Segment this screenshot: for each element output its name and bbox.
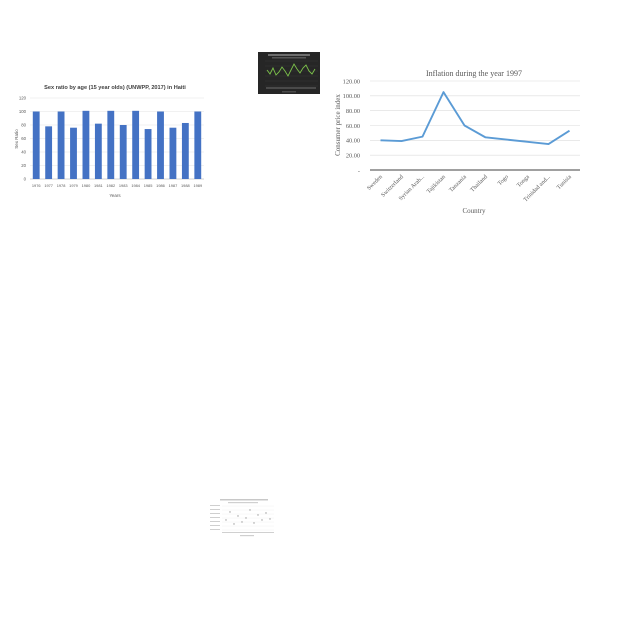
y-tick-label: 40 xyxy=(21,150,26,155)
bar xyxy=(181,122,189,179)
x-tick-label: 1987 xyxy=(169,183,178,188)
thumbnail-xtick-blur xyxy=(222,532,274,533)
scatter-thumbnail-chart xyxy=(210,499,274,537)
y-axis-label: Sex Ratio xyxy=(14,129,19,149)
x-axis-label: Years xyxy=(109,193,121,198)
x-tick-label: 1983 xyxy=(119,183,128,188)
bar xyxy=(144,129,152,179)
x-tick-label: Tanzania xyxy=(448,174,468,194)
thumbnail-scatter-points xyxy=(225,509,271,525)
y-tick-label: - xyxy=(358,167,360,174)
x-tick-label: 1976 xyxy=(32,183,41,188)
x-tick-label: 1981 xyxy=(94,183,103,188)
x-tick-label: 1977 xyxy=(44,183,53,188)
x-axis-label: Country xyxy=(463,207,486,215)
inflation-line-chart: Inflation during the year 1997 - 20.00 40.… xyxy=(334,69,580,215)
bar xyxy=(107,110,115,179)
x-tick-label: 1982 xyxy=(106,183,115,188)
bar xyxy=(94,123,102,179)
bar xyxy=(169,127,177,179)
bar xyxy=(45,126,53,179)
dark-thumbnail-chart xyxy=(258,52,320,94)
x-tick-label: 1978 xyxy=(57,183,66,188)
y-tick-label: 20 xyxy=(21,163,26,168)
x-tick-labels: 1976 1977 1978 1979 1980 1981 1982 1983 1984 1985… xyxy=(32,183,202,188)
thumbnail-title-blur xyxy=(268,54,310,56)
bar xyxy=(82,110,90,179)
x-tick-label: Thailand xyxy=(470,174,489,193)
bar xyxy=(32,111,40,179)
chart-title: Sex ratio by age (15 year olds) (UNWPP, … xyxy=(44,85,186,91)
y-tick-label: 120 xyxy=(19,96,27,101)
x-tick-label: Tunisia xyxy=(556,174,573,191)
gridlines xyxy=(370,80,580,171)
bars xyxy=(32,110,202,179)
y-tick-label: 80 xyxy=(21,123,26,128)
bar xyxy=(119,125,127,179)
series-line xyxy=(380,91,571,145)
thumbnail-axis-labels-blur xyxy=(266,87,316,89)
thumbnail-gridlines xyxy=(222,505,274,531)
sex-ratio-bar-chart: Sex ratio by age (15 year olds) (UNWPP, … xyxy=(14,85,204,198)
x-tick-label: Togo xyxy=(497,174,510,187)
y-axis-label: Consumer price index xyxy=(334,94,342,156)
y-tick-label: 60 xyxy=(21,136,26,141)
x-tick-label: 1986 xyxy=(156,183,165,188)
y-tick-label: 100.00 xyxy=(343,93,360,100)
y-tick-labels: - 20.00 40.00 60.00 80.00 100.00 120.00 xyxy=(343,78,360,174)
y-tick-label: 40.00 xyxy=(346,138,360,145)
x-tick-label: 1985 xyxy=(144,183,153,188)
thumbnail-ytick-blur xyxy=(210,505,220,530)
bar xyxy=(57,111,65,179)
series-line-path xyxy=(380,91,571,145)
thumbnail-subtitle-blur xyxy=(228,502,258,504)
bar xyxy=(132,110,140,179)
y-tick-labels: 0 20 40 60 80 100 120 xyxy=(19,96,27,182)
thumbnail-subtitle-blur xyxy=(272,57,306,59)
x-tick-label: Tonga xyxy=(516,174,531,189)
x-tick-label: 1984 xyxy=(131,183,140,188)
y-tick-label: 100 xyxy=(19,109,27,114)
thumbnail-title-blur xyxy=(220,499,268,501)
bar xyxy=(70,127,77,179)
x-tick-label: Tajikistan xyxy=(426,174,447,195)
x-tick-label: 1980 xyxy=(82,183,91,188)
x-tick-label: 1989 xyxy=(193,183,202,188)
bar xyxy=(157,111,164,179)
x-tick-label: 1988 xyxy=(181,183,190,188)
x-tick-label: 1979 xyxy=(69,183,78,188)
bar xyxy=(194,111,202,179)
y-tick-label: 20.00 xyxy=(346,153,360,160)
y-tick-label: 0 xyxy=(24,177,27,182)
y-tick-label: 120.00 xyxy=(343,78,360,85)
thumbnail-series-line xyxy=(266,63,316,77)
x-tick-label: Sweden xyxy=(366,174,384,192)
chart-title: Inflation during the year 1997 xyxy=(426,69,522,78)
y-tick-label: 60.00 xyxy=(346,123,360,130)
gridlines xyxy=(30,97,204,180)
thumbnail-xlabel-blur xyxy=(240,535,254,537)
y-tick-label: 80.00 xyxy=(346,108,360,115)
thumbnail-xlabel-blur xyxy=(282,91,296,93)
